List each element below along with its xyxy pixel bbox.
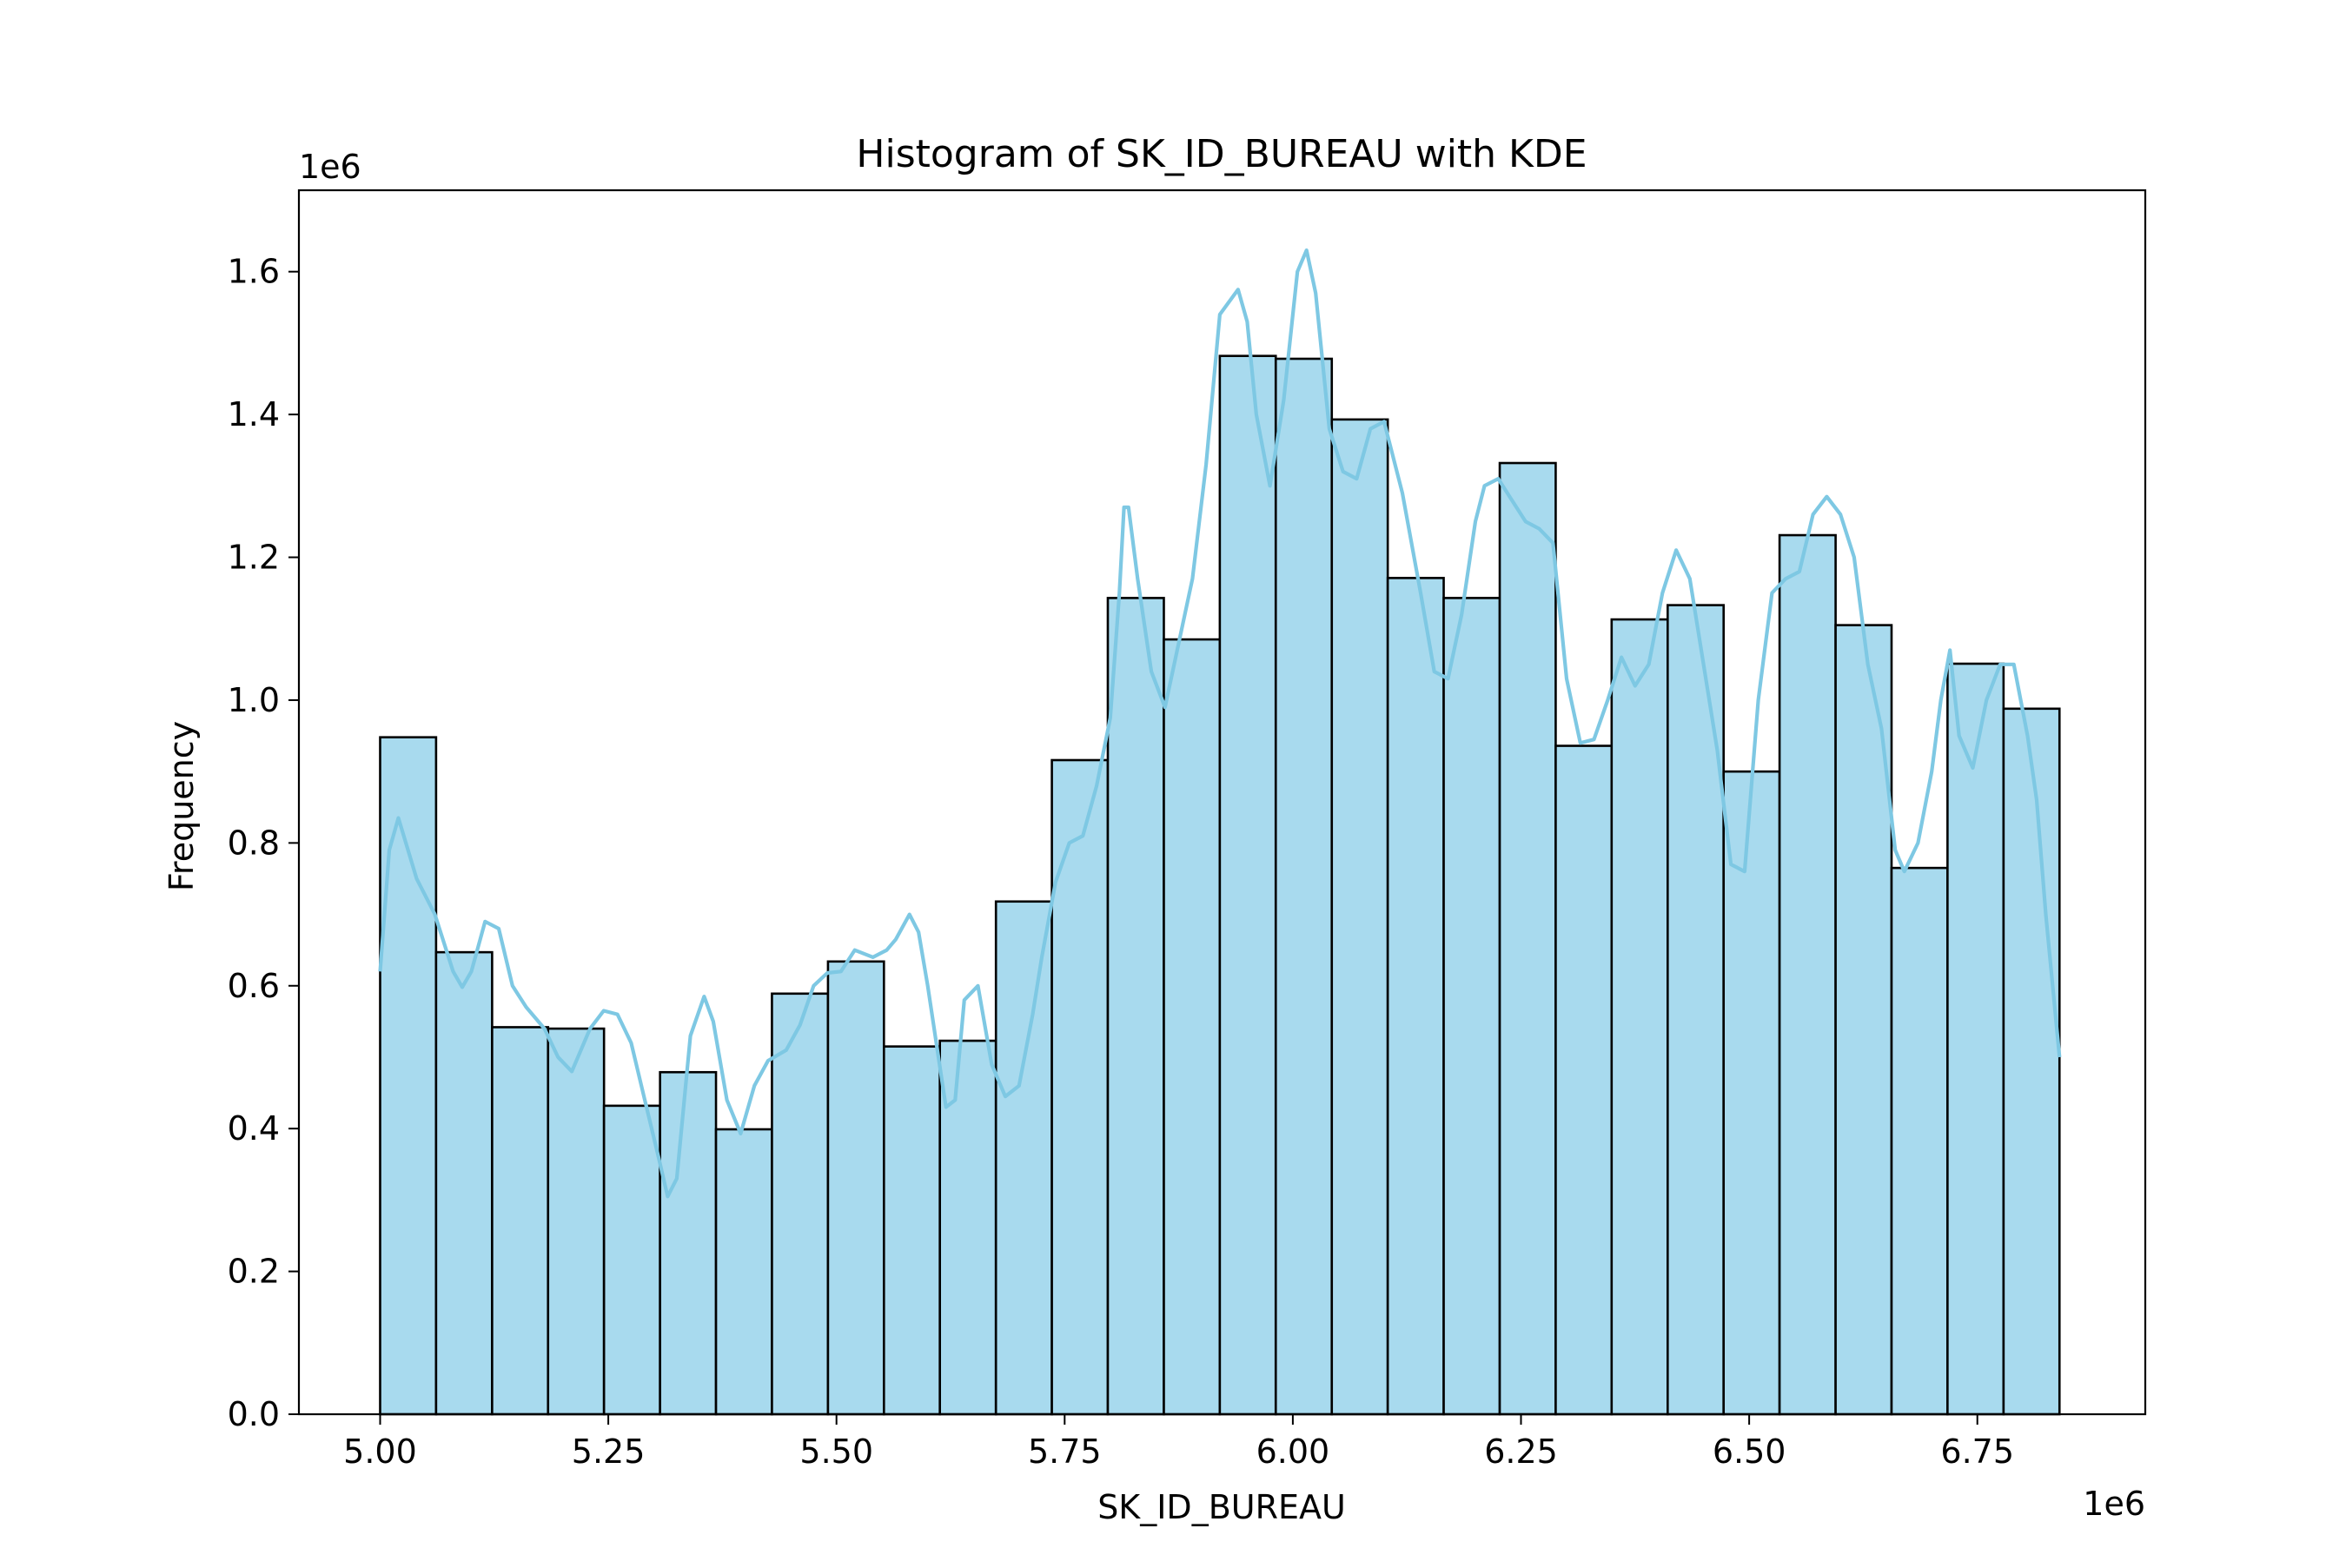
- y-tick-label: 1.0: [228, 681, 280, 719]
- x-axis-label: SK_ID_BUREAU: [1097, 1488, 1346, 1526]
- histogram-bar: [826, 960, 885, 1416]
- histogram-bar: [1442, 597, 1501, 1416]
- y-tick-label: 0.8: [228, 824, 280, 862]
- histogram-bar: [379, 736, 438, 1416]
- y-tick-label: 1.4: [228, 395, 280, 433]
- bars-layer: [379, 354, 2061, 1416]
- x-tick-label: 5.25: [572, 1432, 646, 1471]
- histogram-bar: [1106, 597, 1165, 1416]
- y-tick-label: 0.0: [228, 1395, 280, 1433]
- histogram-bar: [602, 1104, 661, 1416]
- histogram-bar: [994, 900, 1053, 1416]
- histogram-bar: [1890, 866, 1949, 1416]
- x-ticks: 5.00 5.25 5.50 5.75 6.00 6.25 6.50 6.75: [343, 1414, 2014, 1471]
- histogram-bar: [1778, 533, 1837, 1416]
- y-tick-label: 1.2: [228, 539, 280, 577]
- histogram-bar: [1218, 354, 1277, 1416]
- histogram-bar: [1274, 357, 1334, 1416]
- y-axis-label: Frequency: [162, 721, 201, 891]
- histogram-bar: [883, 1045, 942, 1416]
- histogram-bar: [1050, 758, 1110, 1416]
- chart-title: Histogram of SK_ID_BUREAU with KDE: [856, 132, 1587, 176]
- x-tick-label: 6.75: [1940, 1432, 2014, 1471]
- x-tick-label: 5.00: [343, 1432, 417, 1471]
- histogram-bar: [1386, 577, 1445, 1416]
- x-tick-label: 5.50: [799, 1432, 873, 1471]
- histogram-bar: [1554, 744, 1614, 1416]
- y-offset-label: 1e6: [299, 148, 361, 186]
- y-tick-label: 0.2: [228, 1253, 280, 1291]
- histogram-bar: [2002, 707, 2061, 1416]
- histogram-bar: [771, 992, 830, 1416]
- histogram-bar: [1498, 461, 1557, 1416]
- histogram-bar: [491, 1026, 550, 1416]
- histogram-bar: [547, 1027, 606, 1416]
- histogram-bar: [714, 1128, 773, 1416]
- kde-line: [378, 248, 2062, 1199]
- histogram-bar: [1610, 618, 1669, 1416]
- histogram-bar: [938, 1039, 997, 1416]
- kde-layer: [378, 248, 2062, 1199]
- x-tick-label: 5.75: [1028, 1432, 1102, 1471]
- x-tick-label: 6.25: [1484, 1432, 1558, 1471]
- x-tick-label: 6.50: [1713, 1432, 1786, 1471]
- histogram-bar: [1163, 638, 1222, 1416]
- y-tick-label: 0.6: [228, 967, 280, 1005]
- y-tick-label: 0.4: [228, 1109, 280, 1148]
- y-tick-label: 1.6: [228, 253, 280, 291]
- x-tick-label: 6.00: [1256, 1432, 1330, 1471]
- histogram-bar: [659, 1070, 718, 1416]
- histogram-bar: [1722, 770, 1781, 1416]
- histogram-bar: [1946, 662, 2005, 1416]
- histogram-bar: [1330, 418, 1389, 1416]
- axes-frame: [297, 189, 2147, 1416]
- histogram-bar: [434, 950, 494, 1416]
- y-ticks: 0.0 0.2 0.4 0.6 0.8 1.0 1.2 1.4 1.6: [228, 253, 299, 1433]
- x-offset-label: 1e6: [2083, 1485, 2145, 1523]
